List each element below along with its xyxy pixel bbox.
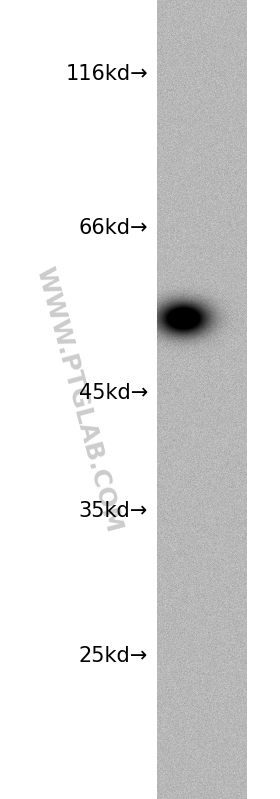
Text: 66kd→: 66kd→ xyxy=(78,218,148,238)
Text: 116kd→: 116kd→ xyxy=(65,64,148,84)
Text: 45kd→: 45kd→ xyxy=(79,383,148,403)
Text: 25kd→: 25kd→ xyxy=(79,646,148,666)
Text: WWW.PTGLAB.COM: WWW.PTGLAB.COM xyxy=(31,264,125,535)
Text: 35kd→: 35kd→ xyxy=(79,501,148,521)
